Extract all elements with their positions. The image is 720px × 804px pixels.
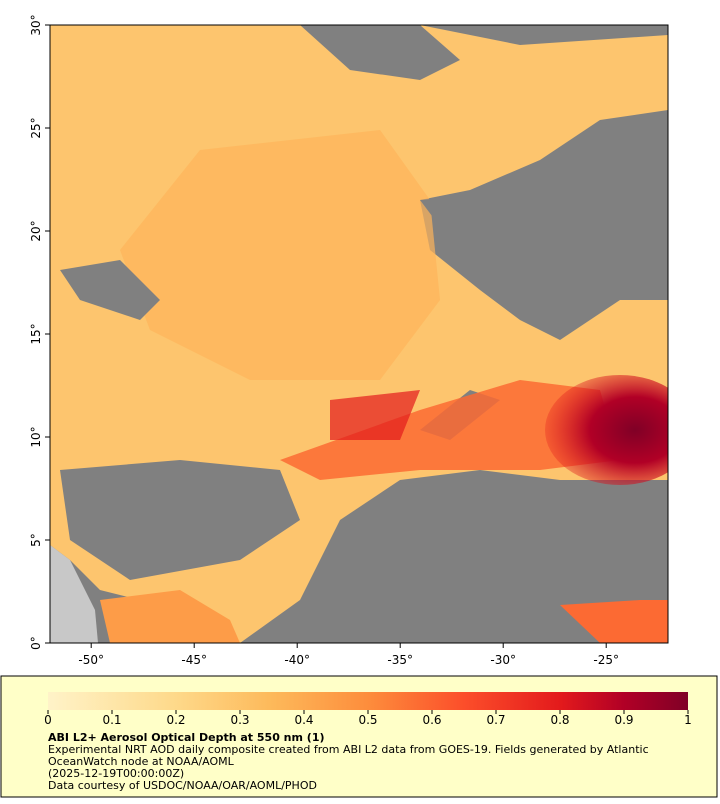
colorbar-tick-label: 0.6 — [422, 713, 441, 727]
colorbar-tick-label: 0.8 — [550, 713, 569, 727]
note: (2025-12-19T00:00:00Z) — [48, 767, 184, 780]
y-tick-label: 10° — [29, 426, 43, 447]
colorbar-tick-label: 1 — [684, 713, 692, 727]
y-tick-label: 20° — [29, 220, 43, 241]
y-tick-label: 5° — [29, 533, 43, 547]
colorbar-tick-label: 0.4 — [294, 713, 313, 727]
map-image — [50, 25, 668, 643]
x-tick-label: -25° — [593, 653, 619, 667]
y-tick-label: 25° — [29, 117, 43, 138]
colorbar-tick-label: 0.3 — [230, 713, 249, 727]
x-tick-label: -45° — [181, 653, 207, 667]
colorbar-tick-label: 0.5 — [358, 713, 377, 727]
x-tick-label: -35° — [387, 653, 413, 667]
colorbar-tick-label: 0.1 — [102, 713, 121, 727]
colorbar-tick-label: 0.2 — [166, 713, 185, 727]
x-tick-label: -50° — [78, 653, 104, 667]
colorbar-tick-label: 0 — [44, 713, 52, 727]
colorbar-tick-label: 0.9 — [614, 713, 633, 727]
note: OceanWatch node at NOAA/AOML — [48, 755, 235, 768]
y-tick-label: 30° — [29, 14, 43, 35]
colorbar-title: ABI L2+ Aerosol Optical Depth at 550 nm … — [48, 731, 325, 744]
y-tick-label: 0° — [29, 636, 43, 650]
note: Data courtesy of USDOC/NOAA/OAR/AOML/PHO… — [48, 779, 317, 792]
x-tick-label: -40° — [284, 653, 310, 667]
y-tick-label: 15° — [29, 323, 43, 344]
note: Experimental NRT AOD daily composite cre… — [48, 743, 649, 756]
colorbar — [48, 692, 688, 710]
x-tick-label: -30° — [490, 653, 516, 667]
colorbar-tick-label: 0.7 — [486, 713, 505, 727]
